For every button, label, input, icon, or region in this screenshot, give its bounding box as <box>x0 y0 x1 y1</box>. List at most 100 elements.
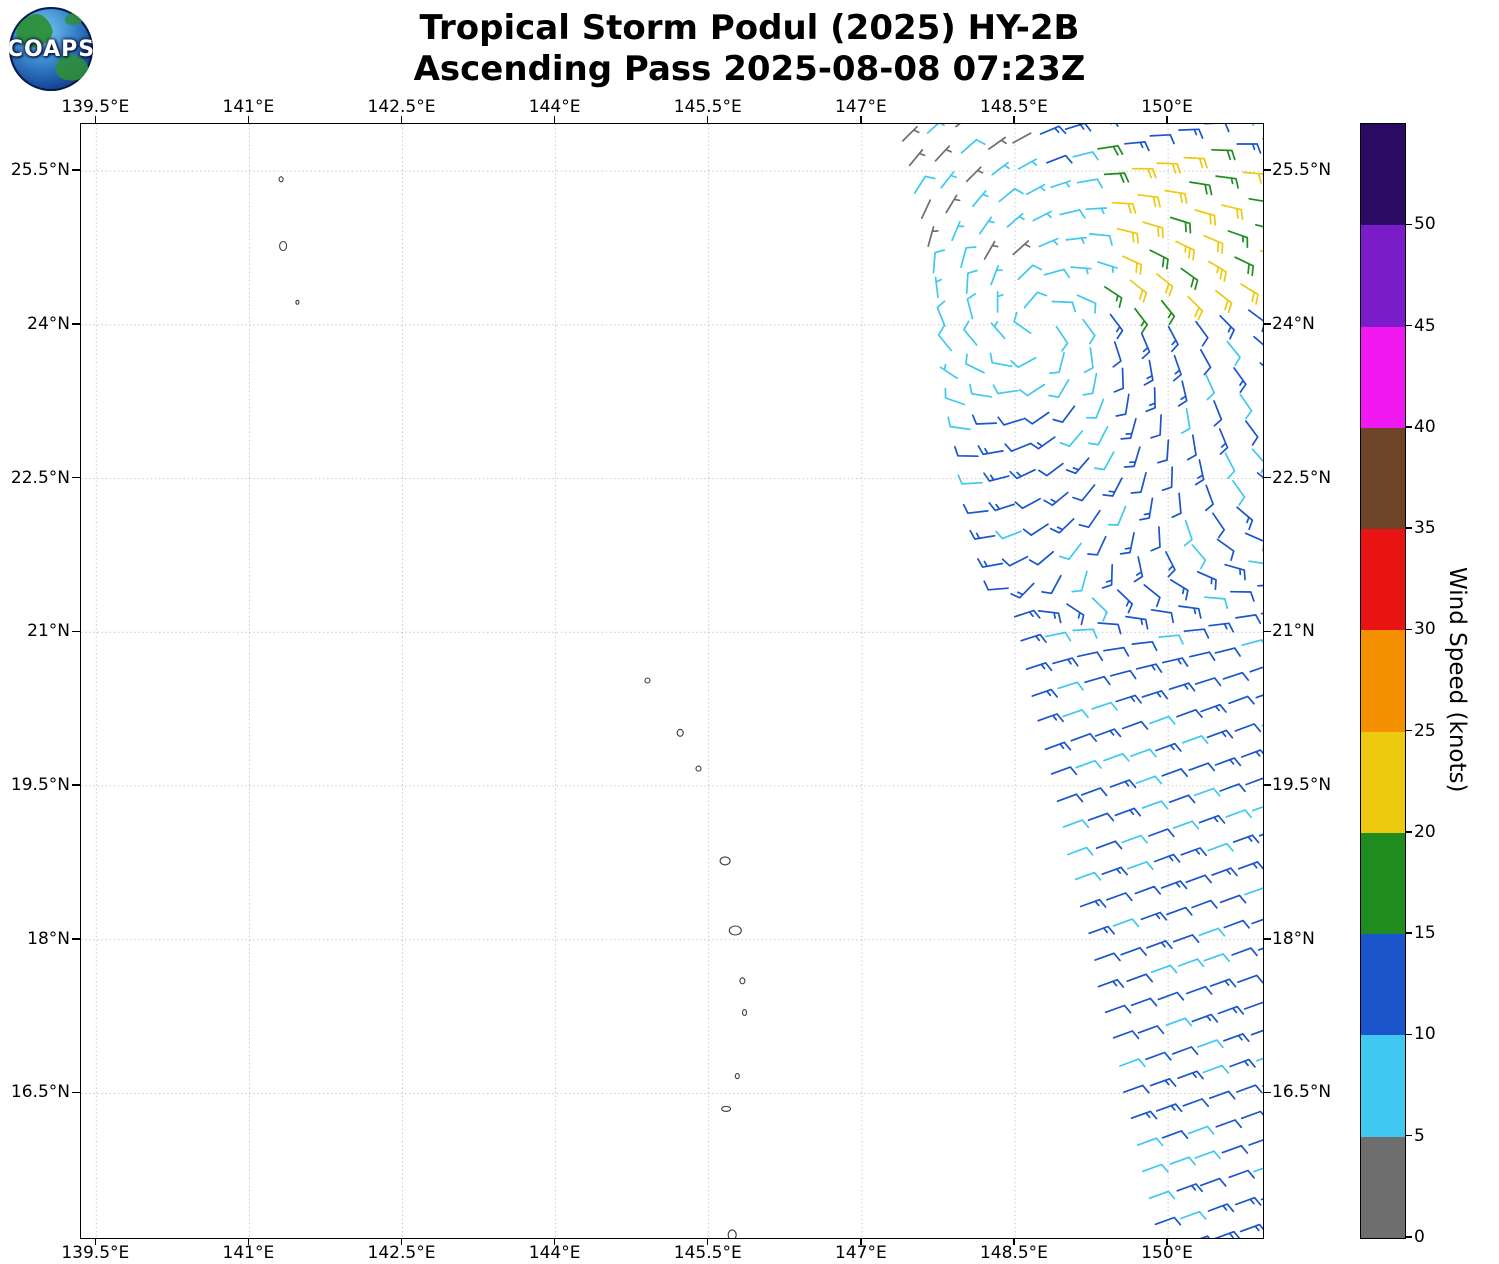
wind-barb <box>1059 430 1084 448</box>
wind-barb <box>1120 417 1137 440</box>
x-tick-mark <box>860 1238 862 1245</box>
wind-barb <box>1235 614 1262 625</box>
wind-barb <box>1028 550 1055 566</box>
island-outline <box>695 765 702 772</box>
island-outline <box>739 977 746 985</box>
wind-barb <box>1259 362 1263 367</box>
wind-barb <box>1149 249 1169 270</box>
colorbar-tick-mark <box>1405 831 1412 833</box>
wind-barb <box>1135 663 1163 673</box>
wind-barb <box>1131 167 1157 179</box>
wind-barb <box>1097 261 1118 273</box>
wind-barb <box>1219 783 1246 793</box>
wind-barb <box>1214 647 1241 657</box>
island-outline <box>278 176 284 183</box>
wind-barb <box>1085 398 1105 419</box>
wind-barb <box>1153 853 1181 863</box>
wind-barb <box>1130 748 1157 758</box>
wind-barb <box>1206 729 1234 739</box>
wind-barb <box>947 416 971 431</box>
wind-barb <box>1038 237 1059 248</box>
wind-barb <box>1188 762 1216 772</box>
wind-barb <box>1195 320 1209 347</box>
wind-barb <box>983 580 1009 591</box>
wind-barb <box>960 246 977 268</box>
wind-barb <box>1154 1216 1182 1226</box>
wind-barb <box>1227 230 1249 248</box>
wind-barb <box>1044 631 1072 642</box>
x-tick-label-top: 147°E <box>834 97 887 117</box>
wind-barb <box>1031 688 1059 698</box>
wind-barb <box>1199 1177 1227 1187</box>
wind-barb <box>1203 953 1231 963</box>
wind-barb <box>1062 709 1089 719</box>
wind-barb <box>977 445 1004 456</box>
wind-barb <box>1051 300 1077 313</box>
wind-barb <box>1066 603 1085 626</box>
wind-barb <box>1189 651 1216 661</box>
wind-barb <box>1186 434 1197 461</box>
colorbar-tick-mark <box>1405 426 1412 428</box>
colorbar-tick-mark <box>1405 932 1412 934</box>
wind-barb <box>1125 615 1149 630</box>
wind-barb <box>1224 452 1236 479</box>
wind-barb <box>1110 124 1119 127</box>
wind-barb <box>1112 341 1122 368</box>
wind-barb <box>1167 325 1179 353</box>
wind-barb <box>1244 532 1263 552</box>
island-outline <box>644 677 651 684</box>
wind-barb <box>1213 400 1223 427</box>
wind-barb <box>991 161 1010 176</box>
wind-barb <box>1256 1057 1263 1062</box>
colorbar-tick-label: 45 <box>1414 315 1436 336</box>
wind-barb <box>1025 662 1053 672</box>
wind-barb <box>1150 414 1162 439</box>
wind-barb <box>1245 777 1263 786</box>
wind-barb <box>1078 509 1101 529</box>
wind-barb <box>945 194 961 214</box>
wind-barb <box>969 529 996 540</box>
wind-barb <box>1157 991 1185 1001</box>
wind-barb <box>1145 1051 1172 1061</box>
wind-barb <box>1013 311 1032 335</box>
wind-barb <box>937 326 953 352</box>
colorbar-tick-label: 0 <box>1414 1227 1425 1247</box>
wind-barb <box>1049 518 1075 534</box>
wind-barb <box>1109 669 1137 680</box>
wind-barb <box>1130 1110 1158 1120</box>
wind-barb <box>1239 393 1253 420</box>
wind-barb <box>1148 1190 1176 1200</box>
wind-barb <box>1160 880 1188 890</box>
wind-barb <box>1228 1169 1255 1179</box>
x-tick-mark <box>1013 1238 1015 1245</box>
wind-barb <box>1013 609 1041 619</box>
wind-barb <box>978 216 995 235</box>
wind-barb <box>1088 925 1115 935</box>
wind-barb <box>1136 1137 1164 1147</box>
wind-barb <box>1236 143 1262 154</box>
wind-barb <box>944 387 966 406</box>
wind-barb <box>1215 175 1239 189</box>
wind-barb <box>939 363 959 380</box>
wind-barb <box>1193 787 1221 797</box>
wind-barb <box>1150 526 1161 552</box>
wind-barb <box>1198 814 1226 824</box>
wind-barb <box>1251 448 1263 474</box>
wind-barb <box>1176 708 1203 718</box>
wind-barb <box>1150 964 1178 974</box>
wind-barb <box>932 249 946 274</box>
colorbar-tick-mark <box>1405 628 1412 631</box>
island-outline <box>741 1008 748 1017</box>
wind-barb <box>1251 918 1263 925</box>
wind-barb <box>1062 819 1090 829</box>
colorbar-band <box>1361 529 1405 631</box>
y-tick-mark <box>1263 630 1271 633</box>
wind-barb-canvas <box>81 124 1263 1238</box>
island-outline <box>279 240 288 252</box>
x-tick-label-top: 142.5°E <box>367 97 436 117</box>
wind-barb <box>1194 459 1205 486</box>
wind-barb <box>1143 584 1161 608</box>
wind-barb <box>1234 256 1255 277</box>
wind-barb <box>1166 906 1193 916</box>
wind-barb <box>1106 892 1133 902</box>
